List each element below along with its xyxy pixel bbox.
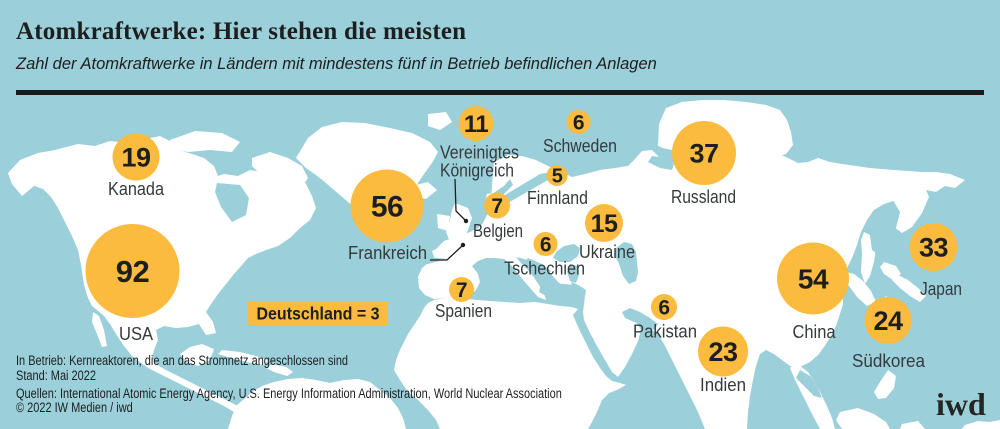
svg-text:6: 6 xyxy=(573,111,584,134)
svg-text:Finnland: Finnland xyxy=(527,187,588,208)
svg-text:Spanien: Spanien xyxy=(435,300,492,321)
svg-text:Belgien: Belgien xyxy=(473,220,523,241)
svg-text:56: 56 xyxy=(371,191,403,224)
svg-text:11: 11 xyxy=(464,111,489,138)
svg-text:23: 23 xyxy=(708,337,738,367)
svg-text:Vereinigtes: Vereinigtes xyxy=(440,142,519,163)
svg-text:Königreich: Königreich xyxy=(440,160,514,181)
svg-text:33: 33 xyxy=(919,233,949,263)
svg-text:Südkorea: Südkorea xyxy=(852,350,926,371)
svg-text:92: 92 xyxy=(116,254,149,289)
svg-text:Ukraine: Ukraine xyxy=(579,241,635,262)
svg-text:Indien: Indien xyxy=(700,374,746,395)
svg-text:5: 5 xyxy=(552,166,563,188)
svg-text:54: 54 xyxy=(798,263,829,294)
svg-text:7: 7 xyxy=(491,195,502,218)
svg-text:Kanada: Kanada xyxy=(108,178,165,199)
svg-text:19: 19 xyxy=(121,143,151,173)
svg-text:China: China xyxy=(793,321,837,342)
svg-text:Russland: Russland xyxy=(671,186,736,207)
svg-text:6: 6 xyxy=(658,296,669,319)
svg-text:Tschechien: Tschechien xyxy=(504,258,585,279)
svg-text:24: 24 xyxy=(873,306,903,336)
svg-text:6: 6 xyxy=(540,233,551,256)
svg-text:Schweden: Schweden xyxy=(543,135,617,156)
svg-text:Japan: Japan xyxy=(920,278,962,299)
svg-text:15: 15 xyxy=(591,210,618,238)
svg-text:Deutschland = 3: Deutschland = 3 xyxy=(257,304,380,324)
svg-text:Frankreich: Frankreich xyxy=(348,242,427,263)
svg-text:USA: USA xyxy=(119,323,154,344)
svg-text:37: 37 xyxy=(689,139,718,169)
svg-text:Pakistan: Pakistan xyxy=(633,321,697,342)
svg-text:7: 7 xyxy=(456,279,467,302)
